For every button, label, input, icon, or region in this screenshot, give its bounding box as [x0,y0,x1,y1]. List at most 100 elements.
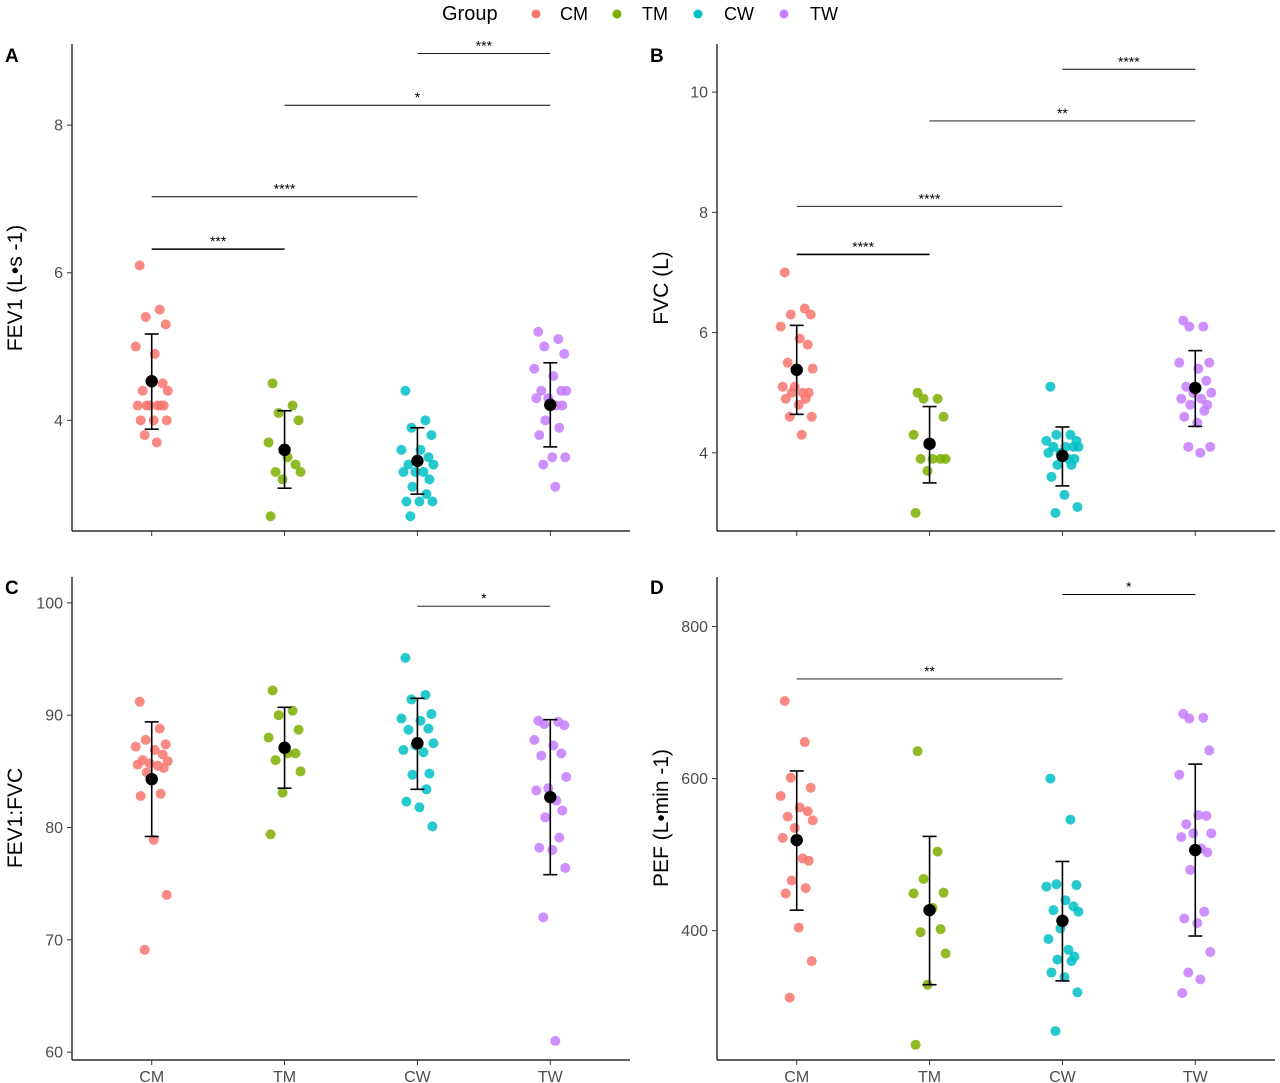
data-point-tw [1184,321,1195,332]
x-tick-label: CM [139,1069,164,1083]
data-point-cm [796,429,807,440]
panel-letter: D [650,578,664,599]
data-point-cw [398,466,409,477]
data-point-cw [1052,459,1063,470]
data-point-cw [424,768,435,779]
data-point-tw [1205,946,1216,957]
data-point-tm [912,746,923,757]
data-point-cm [161,889,172,900]
data-point-tw [531,393,542,404]
data-point-cw [1043,447,1054,458]
legend-title: Group [442,3,498,25]
data-point-tw [1181,819,1192,830]
data-point-cw [400,652,411,663]
data-point-tw [547,844,558,855]
mean-point-tw [544,790,557,804]
data-point-cw [406,694,417,705]
data-point-cm [802,806,813,817]
data-point-cw [398,744,409,755]
data-point-cw [421,784,432,795]
data-point-cm [785,309,796,320]
data-point-cw [414,802,425,813]
data-point-tw [553,334,564,345]
data-point-cm [800,883,811,894]
data-point-cw [396,713,407,724]
legend-swatch-cw [693,9,703,19]
significance-label: *** [210,233,227,249]
y-tick-label: 60 [45,1045,63,1062]
data-point-tw [538,912,549,923]
data-point-tw [560,862,571,873]
significance-label: **** [852,238,874,254]
data-point-tm [270,466,281,477]
data-point-cw [420,415,431,426]
data-point-tw [1174,357,1185,368]
data-point-cm [151,437,162,448]
data-point-cm [148,834,159,845]
data-point-tw [1195,447,1206,458]
data-point-tm [277,787,288,798]
data-point-tm [922,465,933,476]
data-point-tw [1201,375,1212,386]
y-tick-label: 6 [699,325,708,342]
mean-point-cm [790,833,803,847]
legend-label-tm: TM [642,4,668,24]
data-point-tw [1176,393,1187,404]
data-point-cm [786,875,797,886]
data-point-tm [932,393,943,404]
x-tick-label: CW [1049,1069,1077,1083]
data-point-cm [154,723,165,734]
data-point-cw [1073,906,1084,917]
data-point-cw [1065,814,1076,825]
panel-letter: B [650,46,664,67]
data-point-tw [560,452,571,463]
data-point-tm [287,705,298,716]
data-point-cm [784,992,795,1003]
data-point-tw [1177,988,1188,999]
data-point-tw [559,720,570,731]
panel-c: C FEV1:FVC 60 70 80 90 100 CM TM CW TW * [4,577,630,1083]
data-point-cw [418,466,429,477]
data-point-tw [1179,411,1190,422]
data-point-cm [806,956,817,967]
data-point-cm [779,695,790,706]
data-point-tw [1185,399,1196,410]
y-tick-label: 4 [699,445,708,462]
y-tick-label: 600 [681,771,708,788]
data-point-tm [295,766,306,777]
data-point-cm [158,762,169,773]
data-point-tw [1188,828,1199,839]
data-point-tm [290,459,301,470]
y-tick-label: 70 [45,932,63,949]
data-point-tm [910,507,921,518]
significance-label: **** [274,181,296,197]
data-point-tw [550,1035,561,1046]
data-point-tw [536,750,547,761]
data-point-cw [1052,954,1063,965]
data-point-tw [556,748,567,759]
data-point-cm [777,381,788,392]
x-tick-label: CM [784,1069,809,1083]
data-point-tw [554,832,565,843]
data-point-tw [1202,847,1213,858]
data-point-cm [148,415,159,426]
data-point-tm [263,437,274,448]
data-point-tw [1174,769,1185,780]
data-point-tw [561,385,572,396]
panel-letter: A [5,46,19,67]
y-tick-label: 90 [45,708,63,725]
data-point-cw [1051,429,1062,440]
y-tick-label: 8 [699,205,708,222]
data-point-cw [400,385,411,396]
y-tick-label: 80 [45,820,63,837]
data-point-cm [779,267,790,278]
mean-point-tm [278,443,291,457]
significance-label: * [481,590,487,606]
data-point-tw [540,812,551,823]
data-point-cw [1071,880,1082,891]
significance-label: * [415,89,421,105]
data-point-cm [793,399,804,410]
data-point-cm [780,888,791,899]
